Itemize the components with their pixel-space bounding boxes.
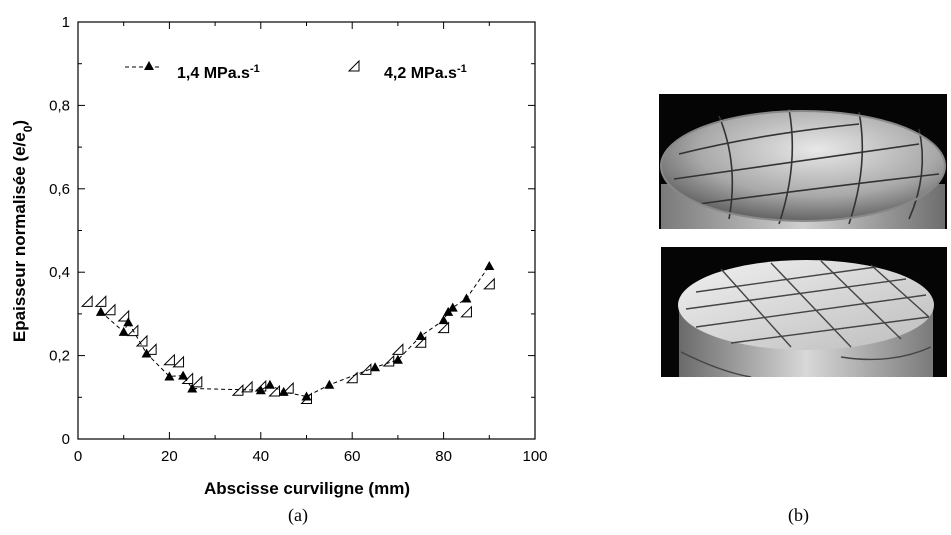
series-2-point [414, 336, 427, 348]
series-1-point [484, 260, 495, 270]
series-1-point [447, 302, 458, 312]
series-1-point [370, 362, 381, 372]
series-2-point [190, 375, 203, 388]
y-axis-label: Epaisseur normalisée (e/e0) [10, 120, 35, 342]
series-2-point [94, 295, 107, 307]
plot-frame [77, 21, 536, 440]
series-2-point [437, 321, 450, 334]
series-2-point [382, 354, 395, 367]
y-tick-label: 0,8 [49, 97, 70, 114]
photo-bottom-formed-part [661, 247, 947, 377]
series-2-point [460, 305, 472, 318]
series-2-point [126, 324, 139, 337]
series-2-point [240, 380, 253, 393]
series-2-point [103, 303, 116, 316]
series-2-point [172, 355, 185, 368]
series-2-point [231, 384, 244, 396]
series-1-line-group [100, 265, 490, 398]
series-2-point [144, 343, 157, 355]
series-1-point [278, 386, 289, 396]
series-1-point [118, 326, 129, 336]
series-1-point [164, 371, 175, 381]
x-tick-label: 100 [522, 448, 547, 465]
series-2-point [345, 371, 358, 384]
x-tick-label: 40 [252, 448, 269, 465]
series-1-point [438, 315, 449, 325]
caption-b: (b) [788, 505, 809, 525]
series-1-point [141, 348, 152, 358]
series-1-point [123, 317, 134, 327]
series-1-point [301, 391, 312, 401]
legend-series-2-label: 4,2 MPa.s-1 [384, 63, 467, 82]
plot-axes [77, 21, 536, 440]
photo-top-formed-part [659, 94, 947, 229]
y-tick-label: 1 [62, 14, 70, 31]
series-2-point [181, 372, 194, 385]
series-1-point [264, 379, 275, 389]
series-2-point [483, 277, 495, 290]
x-axis-label: Abscisse curviligne (mm) [204, 479, 410, 498]
series-1-line [100, 265, 490, 398]
y-tick-label: 0,4 [49, 264, 70, 281]
series-1-point [415, 331, 426, 341]
series-1-point [324, 379, 335, 389]
x-tick-label: 80 [435, 448, 452, 465]
legend-series-1-label: 1,4 MPa.s-1 [177, 63, 260, 82]
y-tick-label: 0,2 [49, 348, 70, 365]
legend: 1,4 MPa.s-1 4,2 MPa.s-1 [125, 59, 467, 82]
series-2-point [117, 309, 130, 322]
series-marks-group [80, 260, 495, 405]
series-1-point [178, 370, 189, 380]
y-tick-group: 0 0,2 0,4 0,6 0,8 1 [49, 14, 535, 448]
series-1-point [187, 383, 198, 393]
x-tick-group: 0 20 40 60 80 100 [74, 22, 548, 465]
x-tick-label: 0 [74, 448, 82, 465]
legend-series-1-marker [144, 61, 154, 70]
series-1-point [392, 354, 403, 364]
legend-series-2-marker [347, 59, 360, 72]
series-1-point [461, 293, 472, 303]
series-2-point [282, 381, 294, 394]
y-tick-label: 0,6 [49, 181, 70, 198]
x-tick-label: 60 [344, 448, 361, 465]
series-2-point [163, 353, 175, 366]
series-2-point [80, 295, 93, 307]
series-2-point [391, 343, 404, 355]
series-1-point [255, 385, 266, 395]
series-2-point [135, 334, 148, 347]
caption-a: (a) [288, 505, 308, 525]
series-1-point [95, 306, 106, 316]
x-tick-label: 20 [161, 448, 178, 465]
series-2-point [268, 384, 281, 397]
y-tick-label: 0 [62, 431, 70, 448]
series-2-point [359, 363, 372, 375]
